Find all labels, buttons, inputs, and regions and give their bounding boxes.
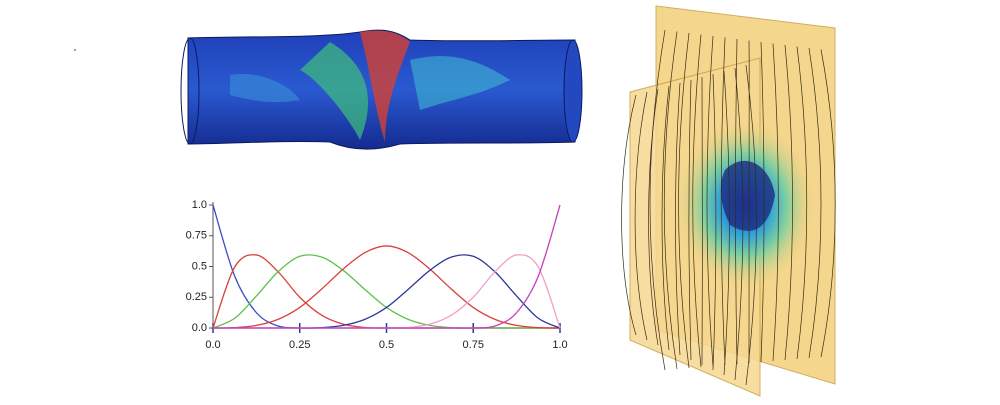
basis-curve <box>213 255 560 328</box>
y-tick-label: 1.0 <box>192 199 207 211</box>
basis-curve <box>213 205 560 328</box>
y-tick-label: 0.5 <box>192 260 207 272</box>
basis-curve <box>213 255 560 328</box>
basis-curve <box>213 255 560 328</box>
y-tick-label: 0.75 <box>186 230 207 242</box>
basis-curve <box>213 205 560 328</box>
x-tick-label: 0.75 <box>463 339 484 351</box>
basis-plot: 0.0 0.25 0.5 0.75 1.0 0.0 0.25 0.5 0.75 1.0 <box>186 199 568 351</box>
x-tick-label: 1.0 <box>552 339 567 351</box>
basis-curve <box>213 255 560 328</box>
x-tick-label: 0.5 <box>379 339 394 351</box>
x-tick-label: 0.25 <box>289 339 310 351</box>
dot <box>74 49 76 51</box>
y-tick-label: 0.25 <box>186 291 207 303</box>
x-tick-label: 0.0 <box>205 339 220 351</box>
streamline-planes <box>622 6 836 396</box>
y-tick-label: 0.0 <box>192 322 207 334</box>
twisted-cylinder <box>181 30 582 149</box>
